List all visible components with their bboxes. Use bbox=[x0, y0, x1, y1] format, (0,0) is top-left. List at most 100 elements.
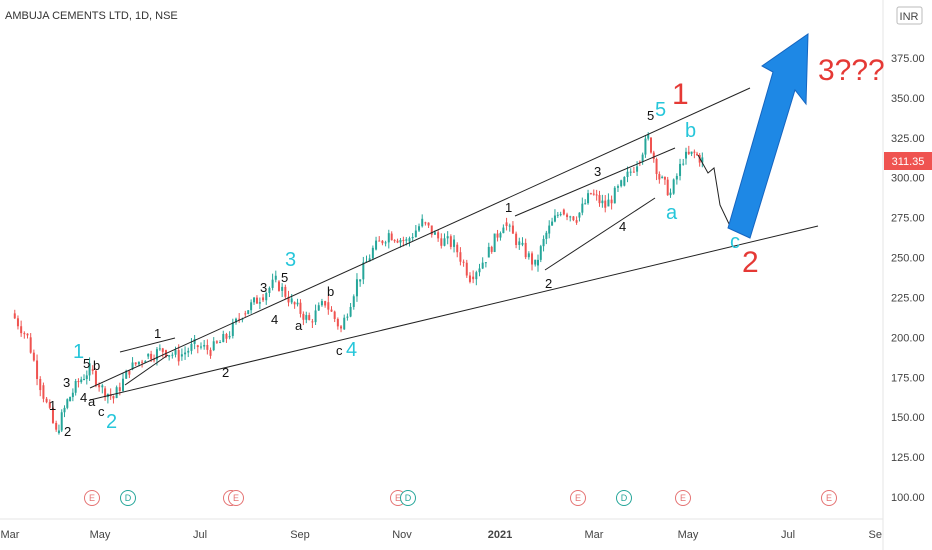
candle-body bbox=[45, 398, 48, 403]
candle-body bbox=[629, 171, 632, 173]
candle-body bbox=[330, 309, 333, 312]
small-4a: 4 bbox=[80, 390, 87, 405]
candle-body bbox=[685, 151, 688, 159]
candle-body bbox=[314, 310, 317, 323]
candle-body bbox=[284, 286, 287, 297]
y-tick-label: 175.00 bbox=[891, 372, 925, 384]
candle-body bbox=[647, 134, 650, 139]
candle-body bbox=[144, 361, 147, 363]
y-tick-label: 250.00 bbox=[891, 253, 925, 265]
candle-body bbox=[184, 352, 187, 355]
candle-body bbox=[238, 318, 241, 320]
candle-body bbox=[193, 339, 196, 344]
candle-body bbox=[387, 233, 390, 243]
candle-body bbox=[215, 341, 218, 343]
candle-body bbox=[569, 216, 572, 218]
svg-text:E: E bbox=[680, 493, 686, 503]
candle-body bbox=[308, 315, 311, 320]
candle-body bbox=[296, 302, 299, 305]
candle-body bbox=[171, 354, 174, 356]
candle-body bbox=[384, 242, 387, 244]
wedge2-upper-line bbox=[514, 147, 676, 217]
candle-body bbox=[219, 342, 222, 344]
lower-channel-line bbox=[89, 225, 819, 401]
candle-body bbox=[616, 186, 619, 188]
candle-body bbox=[29, 337, 32, 353]
small-ab: a bbox=[295, 318, 303, 333]
candle-body bbox=[601, 200, 604, 204]
candle-body bbox=[396, 240, 399, 243]
candle-body bbox=[235, 318, 237, 323]
candle-body bbox=[472, 276, 475, 280]
svg-text:D: D bbox=[125, 493, 132, 503]
candle-body bbox=[317, 305, 320, 311]
teal-4: 4 bbox=[346, 339, 357, 361]
y-axis-ticks: 100.00 125.00 150.00 175.00 200.00 225.00 250.… bbox=[891, 53, 925, 504]
projection-arrow bbox=[727, 33, 809, 239]
svg-text:E: E bbox=[233, 493, 239, 503]
candle-body bbox=[690, 151, 693, 154]
candle-body bbox=[658, 174, 661, 180]
candle-body bbox=[587, 193, 590, 204]
candle-body bbox=[424, 222, 427, 224]
candle-body bbox=[421, 218, 424, 227]
candle-body bbox=[349, 306, 352, 317]
candle-body bbox=[147, 353, 150, 357]
svg-text:311.35: 311.35 bbox=[892, 156, 925, 168]
candle-body bbox=[411, 236, 414, 239]
y-tick-label: 375.00 bbox=[891, 53, 925, 65]
candle-body bbox=[440, 238, 443, 246]
candle-body bbox=[77, 381, 80, 383]
candle-body bbox=[524, 242, 527, 258]
candle-body bbox=[222, 334, 225, 343]
candle-body bbox=[98, 384, 101, 388]
x-tick-label: Nov bbox=[392, 529, 412, 541]
candle-body bbox=[177, 350, 180, 362]
candle-body bbox=[443, 238, 446, 246]
candle-body bbox=[430, 225, 433, 235]
candle-body bbox=[206, 344, 209, 350]
y-tick-label: 125.00 bbox=[891, 452, 925, 464]
candle-body bbox=[499, 233, 502, 238]
dividend-marker-1: D bbox=[120, 490, 136, 506]
x-tick-label: Sep bbox=[290, 529, 310, 541]
candle-body bbox=[484, 262, 487, 264]
candle-body bbox=[352, 296, 355, 307]
candle-body bbox=[293, 302, 296, 305]
candle-body bbox=[48, 402, 51, 408]
candle-body bbox=[515, 233, 518, 245]
candle-body bbox=[663, 176, 666, 180]
candle-body bbox=[607, 199, 610, 207]
y-tick-label: 100.00 bbox=[891, 492, 925, 504]
candle-body bbox=[371, 247, 374, 259]
candle-body bbox=[572, 216, 575, 221]
candle-body bbox=[632, 171, 635, 173]
candle-body bbox=[324, 301, 327, 306]
candle-body bbox=[475, 272, 478, 280]
candle-body bbox=[595, 194, 598, 196]
candle-body bbox=[247, 310, 250, 314]
candle-body bbox=[274, 275, 277, 280]
candle-body bbox=[414, 230, 417, 237]
candle-body bbox=[122, 378, 124, 391]
candle-body bbox=[679, 163, 682, 176]
candle-body bbox=[150, 353, 153, 360]
candle-body bbox=[340, 326, 343, 329]
candle-body bbox=[666, 179, 669, 196]
teal-5: 5 bbox=[655, 99, 666, 121]
upper-channel-line bbox=[89, 87, 751, 389]
big-label-1: 1 bbox=[672, 78, 689, 111]
candle-body bbox=[305, 315, 308, 320]
small-4b: 4 bbox=[271, 312, 278, 327]
x-tick-label: May bbox=[678, 529, 699, 541]
candle-body bbox=[682, 163, 685, 165]
candle-body bbox=[493, 233, 496, 252]
candle-body bbox=[60, 412, 63, 431]
candle-body bbox=[80, 379, 83, 383]
candle-body bbox=[311, 321, 314, 323]
candle-body bbox=[287, 296, 290, 303]
small-cb: c bbox=[336, 343, 343, 358]
candle-body bbox=[696, 153, 699, 155]
candle-body bbox=[74, 381, 77, 393]
wedge-lower-line bbox=[124, 354, 169, 386]
